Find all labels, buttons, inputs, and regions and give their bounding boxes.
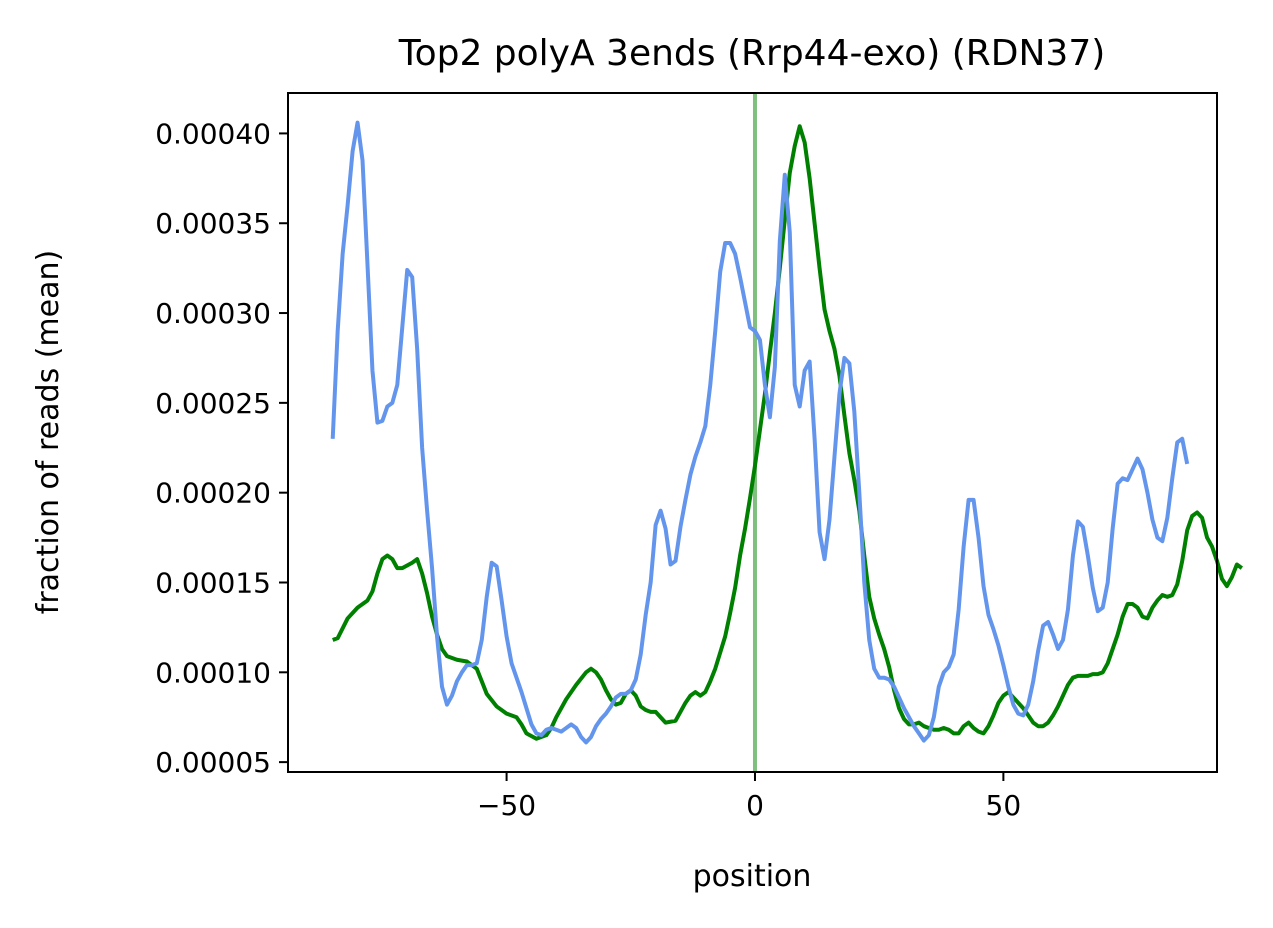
x-tick-label: 0	[746, 789, 764, 822]
x-axis-label: position	[693, 859, 812, 894]
y-tick-label: 0.00025	[155, 387, 271, 420]
y-tick-label: 0.00015	[155, 566, 271, 599]
y-tick-label: 0.00010	[155, 656, 271, 689]
y-tick-label: 0.00005	[155, 746, 271, 779]
y-tick-label: 0.00035	[155, 207, 271, 240]
series-layer	[330, 93, 1244, 772]
x-tick-label: −50	[477, 789, 536, 822]
chart-title: Top2 polyA 3ends (Rrp44-exo) (RDN37)	[398, 33, 1106, 74]
y-tick-label: 0.00040	[155, 117, 271, 150]
y-tick-label: 0.00030	[155, 297, 271, 330]
y-axis-label: fraction of reads (mean)	[31, 250, 66, 614]
y-tick-label: 0.00020	[155, 477, 271, 510]
series-line-1	[332, 124, 1244, 741]
series-line-2	[330, 120, 1190, 745]
plot-frame	[287, 92, 1218, 773]
x-tick-label: 50	[986, 789, 1022, 822]
axes-layer: −50 0 50 0.00005 0.00010 0.00015 0.00020 0.0002…	[155, 117, 1021, 822]
